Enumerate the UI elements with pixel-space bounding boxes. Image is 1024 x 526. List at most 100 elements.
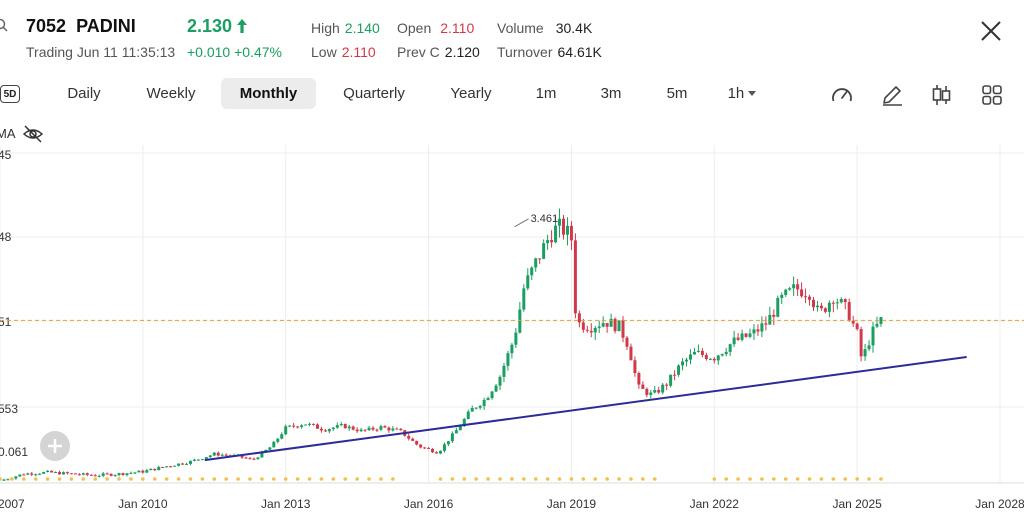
tab-1h-label: 1h — [727, 85, 745, 102]
candle-body — [438, 450, 442, 454]
candle-body — [161, 466, 165, 468]
candle-body — [546, 240, 550, 244]
candle-body — [300, 425, 304, 428]
tab-3m[interactable]: 3m — [600, 85, 622, 102]
candle-body — [272, 441, 276, 448]
candle-body — [577, 313, 581, 323]
candle-body — [855, 323, 859, 330]
candle-body — [692, 351, 696, 355]
stock-code: 7052 — [26, 16, 67, 36]
candle-body — [18, 474, 22, 477]
candle-body — [157, 466, 161, 471]
candle-body — [522, 288, 526, 310]
candle-body — [427, 447, 431, 449]
candle-body — [677, 365, 681, 375]
tab-daily[interactable]: Daily — [67, 85, 101, 102]
candle-body — [423, 447, 427, 449]
candlestick-type-icon[interactable] — [929, 83, 953, 107]
candle-body — [22, 474, 26, 476]
candle-body — [371, 427, 375, 430]
candle-body — [704, 354, 708, 360]
candle-body — [490, 391, 494, 399]
candle-body — [268, 447, 272, 450]
period-marker — [462, 477, 467, 481]
candle-body — [605, 323, 609, 327]
candle-body — [288, 425, 292, 427]
candle-body — [879, 317, 883, 324]
stat-prevc-label: Prev C — [397, 44, 440, 60]
candle-body — [292, 425, 296, 427]
candle-body — [431, 448, 435, 453]
five-day-badge[interactable]: 5D — [0, 85, 20, 103]
candle-body — [149, 468, 153, 471]
candle-body — [530, 267, 534, 276]
candle-body — [351, 426, 355, 430]
period-marker — [593, 477, 598, 481]
stat-turnover-value: 64.61K — [557, 44, 602, 60]
price-chart[interactable]: 45 48 51 553 0.061 Jan 2007 Jan 2010 Jan 2013 Ja… — [0, 145, 1024, 526]
quote-datetime: Jun 11 11:35:13 — [76, 44, 176, 60]
period-marker — [22, 477, 26, 481]
period-marker — [224, 477, 228, 481]
draw-pen-icon[interactable] — [880, 83, 904, 107]
candle-body — [863, 349, 867, 357]
stat-open-value: 2.110 — [440, 20, 475, 36]
stat-low-label: Low — [311, 44, 337, 60]
candle-body — [681, 361, 685, 366]
candle-body — [355, 429, 359, 432]
change-percent: +0.47% — [234, 44, 282, 60]
trendline — [204, 356, 967, 462]
tab-weekly[interactable]: Weekly — [146, 85, 196, 102]
candle-body — [716, 355, 720, 361]
candle-body — [446, 441, 450, 445]
candle-body — [93, 475, 97, 477]
candle-body — [101, 473, 105, 476]
y-tick-label: 0.061 — [0, 445, 28, 459]
candle-body — [819, 305, 823, 309]
candle-body — [573, 240, 577, 314]
candle-body — [621, 320, 625, 338]
tab-monthly[interactable]: Monthly — [221, 78, 316, 109]
candle-body — [359, 429, 363, 432]
candle-body — [169, 466, 173, 468]
tab-1m[interactable]: 1m — [535, 85, 557, 102]
candle-body — [77, 474, 81, 476]
candle-body — [224, 454, 228, 456]
candle-body — [192, 459, 196, 461]
gauge-icon[interactable] — [830, 83, 854, 107]
candle-body — [2, 479, 6, 481]
period-marker — [855, 477, 859, 481]
candle-body — [823, 308, 827, 312]
period-marker — [450, 477, 455, 481]
candle-body — [478, 406, 482, 408]
search-icon[interactable] — [0, 18, 8, 32]
add-indicator-button[interactable] — [40, 431, 70, 461]
period-marker — [831, 477, 836, 481]
candle-body — [561, 218, 565, 235]
candle-body — [435, 452, 439, 454]
candle-body — [181, 463, 185, 465]
candle-body — [498, 376, 502, 386]
grid-layout-icon[interactable] — [980, 83, 1004, 107]
candle-body — [347, 426, 351, 429]
candle-body — [335, 425, 339, 428]
y-tick-label: 48 — [0, 230, 12, 244]
candle-body — [724, 351, 728, 355]
tab-quarterly[interactable]: Quarterly — [343, 85, 405, 102]
candle-body — [843, 299, 847, 303]
close-icon[interactable] — [978, 18, 1004, 44]
candle-body — [776, 297, 780, 317]
tab-yearly[interactable]: Yearly — [450, 85, 492, 102]
tab-5m[interactable]: 5m — [666, 85, 688, 102]
candle-body — [780, 294, 784, 298]
period-marker — [164, 477, 169, 481]
candle-body — [81, 473, 85, 475]
candle-body — [839, 299, 843, 303]
eye-hidden-icon[interactable] — [22, 124, 44, 144]
candle-body — [65, 472, 69, 474]
period-toolbar: 5D Daily Weekly Monthly Quarterly Yearly… — [0, 78, 1024, 112]
candle-body — [383, 426, 387, 428]
stat-open-label: Open — [397, 20, 432, 36]
tab-1h[interactable]: 1h — [722, 78, 762, 109]
candle-body — [629, 346, 633, 361]
